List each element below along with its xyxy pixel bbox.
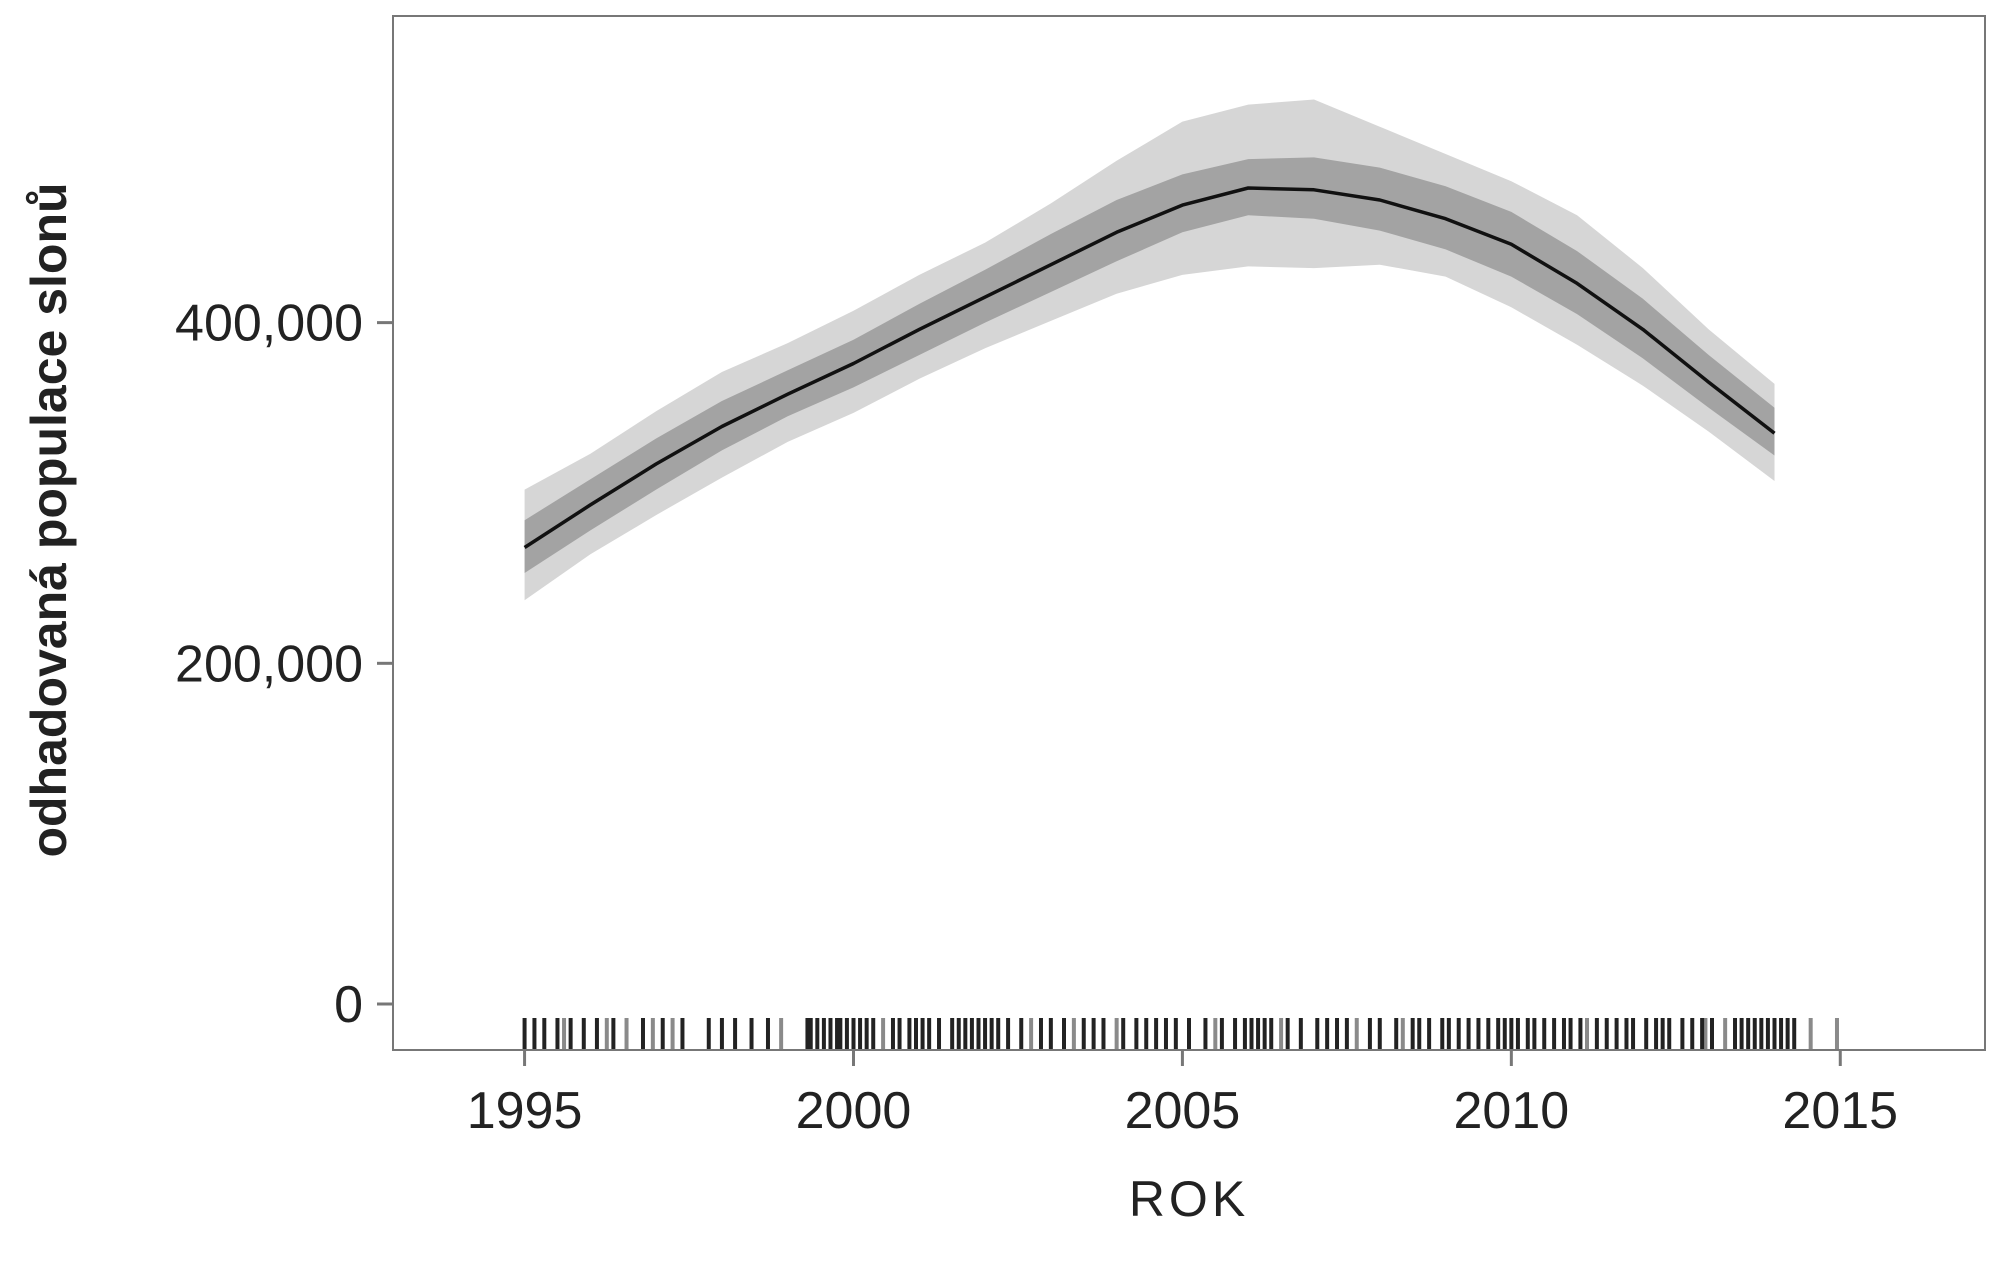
estimate-line	[523, 186, 1776, 549]
outer-confidence-band	[524, 99, 1775, 601]
x-tick-label: 2000	[796, 1082, 912, 1140]
rug-marks	[522, 1018, 1839, 1050]
x-tick-label: 1995	[467, 1082, 583, 1140]
x-tick-label: 2015	[1782, 1082, 1898, 1140]
confidence-bands	[524, 99, 1775, 601]
x-tick-label: 2005	[1125, 1082, 1241, 1140]
y-tick-label: 200,000	[175, 635, 363, 693]
y-tick-label: 0	[334, 976, 363, 1034]
trend-line-layer	[523, 186, 1776, 549]
y-axis-title: odhadovaná populace slonů	[21, 182, 77, 857]
inner-confidence-band	[524, 157, 1775, 573]
plot-frame	[392, 15, 1986, 1051]
x-tick-label: 2010	[1454, 1082, 1570, 1140]
axis-ticks: 1995 2000 2005 2010 2015 0 200,000 400,000	[175, 295, 1898, 1140]
x-axis-title: ROK	[1129, 1171, 1249, 1227]
y-tick-label: 400,000	[175, 295, 363, 353]
